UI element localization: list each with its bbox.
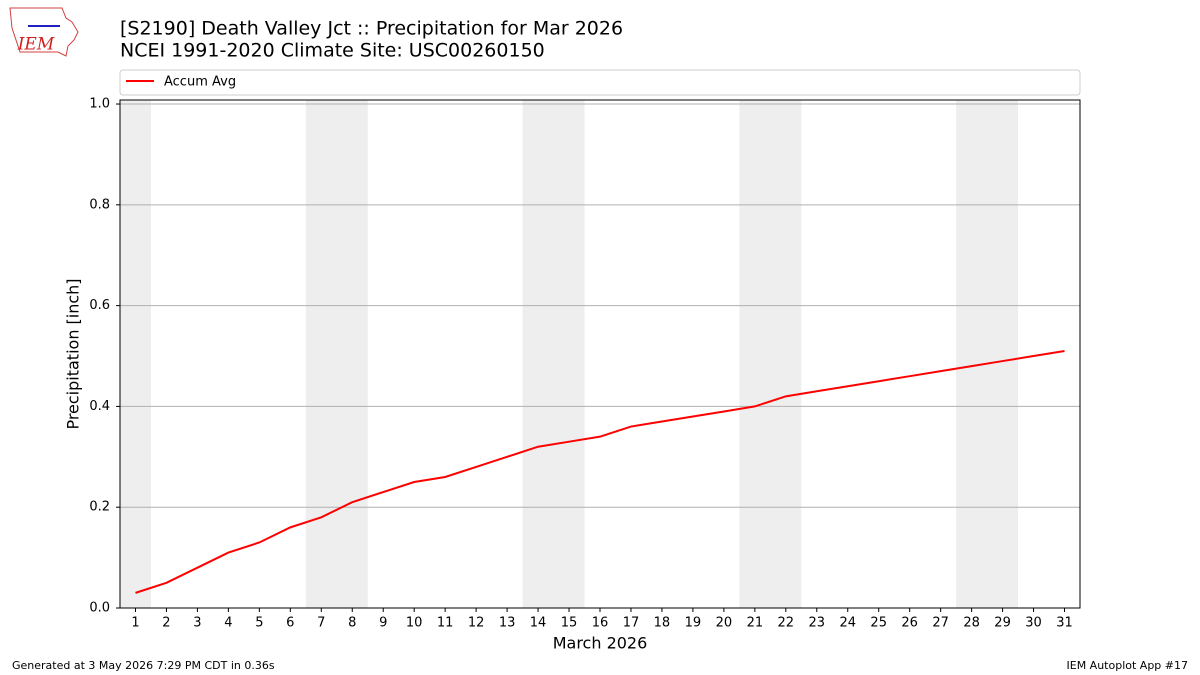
x-tick-label: 19 <box>685 616 702 631</box>
y-tick-label: 0.8 <box>89 197 110 212</box>
y-tick-label: 1.0 <box>89 97 110 112</box>
x-tick-label: 29 <box>994 616 1011 631</box>
data-line <box>135 349 1065 594</box>
x-tick-label: 6 <box>286 616 294 631</box>
x-tick-label: 26 <box>901 616 918 631</box>
x-tick-label: 11 <box>437 616 454 631</box>
x-tick-label: 8 <box>348 616 356 631</box>
footer-right: IEM Autoplot App #17 <box>1067 659 1189 672</box>
x-tick-label: 20 <box>716 616 733 631</box>
legend-box <box>119 69 1081 96</box>
x-tick-label: 15 <box>561 616 578 631</box>
x-tick-label: 12 <box>468 616 485 631</box>
weekend-shade <box>522 100 585 608</box>
x-tick-label: 21 <box>747 616 764 631</box>
chart-title: [S2190] Death Valley Jct :: Precipitatio… <box>120 18 623 40</box>
x-tick-label: 31 <box>1056 616 1073 631</box>
footer-left: Generated at 3 May 2026 7:29 PM CDT in 0… <box>12 659 275 672</box>
x-tick-label: 13 <box>499 616 516 631</box>
weekend-shade <box>956 100 1019 608</box>
x-tick-label: 28 <box>963 616 980 631</box>
x-tick-label: 7 <box>317 616 325 631</box>
x-tick-label: 25 <box>870 616 887 631</box>
logo-text: IEM <box>17 35 55 55</box>
weekend-shade <box>739 100 802 608</box>
y-tick-label: 0.4 <box>89 399 110 414</box>
x-tick-label: 10 <box>406 616 423 631</box>
x-tick-label: 3 <box>193 616 201 631</box>
x-axis-label: March 2026 <box>553 634 648 653</box>
x-tick-label: 14 <box>530 616 547 631</box>
chart-subtitle: NCEI 1991-2020 Climate Site: USC00260150 <box>120 40 545 62</box>
y-tick-label: 0.0 <box>89 601 110 616</box>
x-tick-label: 17 <box>623 616 640 631</box>
x-tick-label: 23 <box>809 616 826 631</box>
x-tick-label: 5 <box>255 616 263 631</box>
x-tick-label: 9 <box>379 616 387 631</box>
x-tick-label: 24 <box>839 616 856 631</box>
plot-frame <box>119 99 1081 609</box>
x-tick-label: 18 <box>654 616 671 631</box>
x-tick-label: 30 <box>1025 616 1042 631</box>
x-tick-label: 16 <box>592 616 609 631</box>
weekend-shade <box>305 100 368 608</box>
logo: IEM <box>9 7 79 57</box>
y-tick-label: 0.2 <box>89 500 110 515</box>
y-axis-label: Precipitation [inch] <box>64 278 83 429</box>
weekend-shade <box>120 100 151 608</box>
y-tick-label: 0.6 <box>89 298 110 313</box>
x-tick-label: 2 <box>162 616 170 631</box>
x-tick-label: 4 <box>224 616 232 631</box>
legend-label: Accum Avg <box>164 75 236 90</box>
x-tick-label: 22 <box>778 616 795 631</box>
logo-outline <box>9 7 79 57</box>
x-tick-label: 27 <box>932 616 949 631</box>
x-tick-label: 1 <box>131 616 139 631</box>
